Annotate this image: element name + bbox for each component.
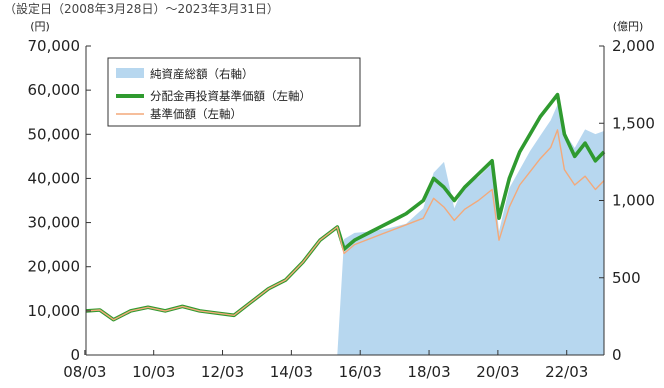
right-axis-unit: (億円) xyxy=(613,20,644,33)
x-tick-label: 12/03 xyxy=(201,363,244,381)
left-tick-label: 70,000 xyxy=(28,37,81,55)
x-tick-label: 10/03 xyxy=(132,363,175,381)
left-y-axis-ticks: 0 10,000 20,000 30,000 40,000 50,000 60,000 70,… xyxy=(28,37,91,364)
right-tick-label: 1,000 xyxy=(612,192,655,210)
left-tick-label: 40,000 xyxy=(28,169,81,187)
right-y-axis-ticks: 0 500 1,000 1,500 2,000 xyxy=(599,37,655,364)
x-tick-label: 08/03 xyxy=(63,363,106,381)
x-tick-label: 14/03 xyxy=(270,363,313,381)
left-tick-label: 20,000 xyxy=(28,258,81,276)
series-area-net-assets xyxy=(86,104,604,355)
right-tick-label: 500 xyxy=(612,269,641,287)
chart-header: （設定日（2008年3月28日）～2023年3月31日） xyxy=(4,1,279,16)
left-tick-label: 50,000 xyxy=(28,125,81,143)
left-axis-unit: (円) xyxy=(30,20,50,33)
x-tick-label: 20/03 xyxy=(476,363,519,381)
x-tick-label: 18/03 xyxy=(407,363,450,381)
left-tick-label: 10,000 xyxy=(28,302,81,320)
left-tick-label: 0 xyxy=(70,346,80,364)
legend: 純資産総額（右軸） 分配金再投資基準価額（左軸） 基準価額（左軸） xyxy=(107,57,361,127)
legend-box xyxy=(107,57,361,127)
legend-swatch-net-assets xyxy=(116,68,144,78)
legend-label-net-assets: 純資産総額（右軸） xyxy=(150,67,254,81)
x-tick-label: 16/03 xyxy=(339,363,382,381)
legend-label-nav: 基準価額（左軸） xyxy=(150,107,242,121)
right-tick-label: 1,500 xyxy=(612,114,655,132)
left-tick-label: 60,000 xyxy=(28,81,81,99)
right-tick-label: 2,000 xyxy=(612,37,655,55)
x-axis-ticks: 08/03 10/03 12/03 14/03 16/03 18/03 20/03 22/03 xyxy=(63,350,588,381)
plot-area xyxy=(85,92,606,355)
legend-label-reinvested-nav: 分配金再投資基準価額（左軸） xyxy=(150,89,311,103)
right-tick-label: 0 xyxy=(612,346,622,364)
left-tick-label: 30,000 xyxy=(28,214,81,232)
x-tick-label: 22/03 xyxy=(545,363,588,381)
series-line-nav xyxy=(85,129,605,321)
